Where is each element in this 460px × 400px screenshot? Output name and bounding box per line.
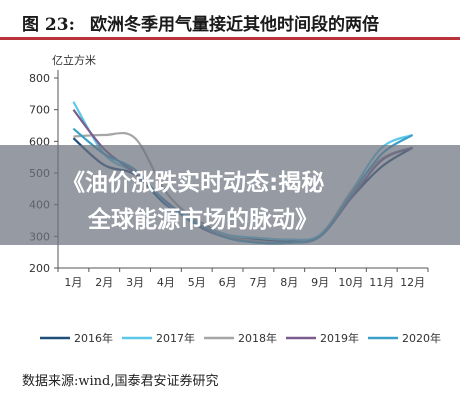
x-tick-label: 3月 [126,276,144,289]
x-tick-label: 5月 [188,276,206,289]
legend-label-2018: 2018年 [238,331,277,345]
banner-headline-line-1: 《油价涨跌实时动态:揭秘 [62,170,325,196]
legend-label-2017: 2017年 [156,331,195,345]
x-tick-label: 10月 [338,276,363,289]
figure-label: 图 23: [22,15,75,35]
x-tick-label: 2月 [95,276,113,289]
y-tick-label: 800 [29,72,50,85]
legend-label-2019: 2019年 [320,331,359,345]
figure-title: 欧洲冬季用气量接近其他时间段的两倍 [90,15,379,35]
legend-label-2020: 2020年 [402,331,441,345]
x-tick-label: 9月 [311,276,329,289]
y-tick-label: 700 [29,104,50,117]
data-source-note: 数据来源:wind,国泰君安证券研究 [22,374,219,389]
y-tick-label: 200 [29,262,50,275]
y-axis-unit-label: 亿立方米 [52,54,96,67]
banner-headline-line-2: 全球能源市场的脉动》 [88,207,318,233]
x-tick-label: 4月 [157,276,175,289]
x-tick-label: 6月 [219,276,237,289]
x-tick-label: 1月 [64,276,82,289]
legend-label-2016: 2016年 [74,331,113,345]
figure-title-bar: 图 23: 欧洲冬季用气量接近其他时间段的两倍 [0,0,460,40]
x-tick-label: 11月 [369,276,394,289]
x-tick-label: 7月 [249,276,267,289]
x-tick-label: 8月 [280,276,298,289]
overlay-banner: 《油价涨跌实时动态:揭秘 全球能源市场的脉动》 [0,145,460,245]
x-tick-label: 12月 [400,276,425,289]
